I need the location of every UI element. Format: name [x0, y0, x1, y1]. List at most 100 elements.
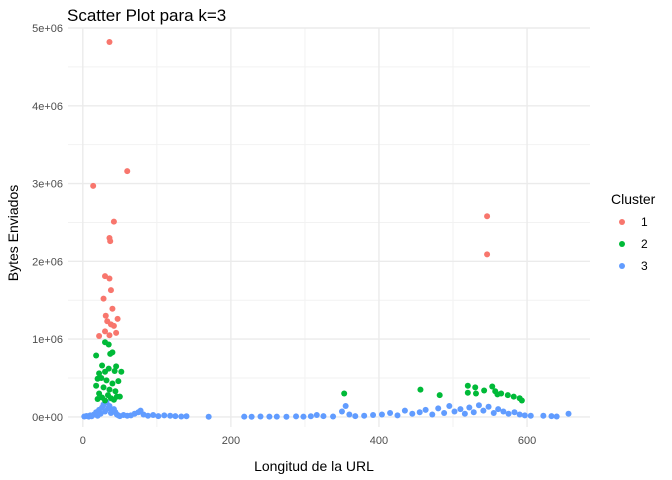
cluster-1-point: [110, 322, 117, 329]
cluster-2-point: [472, 390, 479, 397]
cluster-3-point: [97, 410, 104, 417]
cluster-2-point: [436, 392, 443, 399]
cluster-3-point: [352, 413, 359, 420]
cluster-3-point: [500, 408, 507, 415]
cluster-1-point: [102, 328, 109, 335]
cluster-2-point: [102, 397, 109, 404]
cluster-2-point: [112, 388, 119, 395]
cluster-2-point: [489, 383, 496, 390]
cluster-3-point: [441, 410, 448, 416]
cluster-1-point: [102, 312, 109, 319]
cluster-1-point: [100, 295, 107, 302]
cluster-3-point: [401, 407, 408, 414]
cluster-3-point: [521, 412, 528, 419]
cluster-3-point: [346, 411, 353, 418]
legend-entries: 1 2 3: [619, 215, 648, 273]
legend: Cluster 1 2 3: [611, 191, 656, 273]
cluster-3-point: [266, 413, 273, 420]
cluster-3-point: [516, 411, 523, 418]
cluster-1-point: [96, 333, 103, 339]
cluster-2-point: [113, 363, 120, 370]
y-axis-label: Bytes Enviados: [5, 185, 21, 282]
cluster-2-point: [107, 350, 114, 357]
chart-title: Scatter Plot para k=3: [67, 6, 226, 25]
cluster-2-point: [103, 377, 110, 384]
legend-label-2: 2: [641, 237, 648, 251]
cluster-3-point: [338, 408, 345, 415]
cluster-1-point: [484, 213, 491, 220]
cluster-1-point: [110, 218, 117, 225]
x-axis-label: Longitud de la URL: [254, 458, 374, 474]
cluster-3-point: [370, 411, 377, 418]
legend-label-3: 3: [641, 259, 648, 273]
cluster-3-point: [470, 409, 477, 416]
cluster-3-point: [435, 405, 442, 412]
cluster-2-point: [504, 392, 511, 399]
cluster-3-point: [172, 413, 179, 420]
y-tick-label: 3e+06: [32, 179, 63, 191]
cluster-2-point: [100, 384, 107, 391]
cluster-3-point: [446, 403, 453, 409]
cluster-2-point: [93, 382, 100, 389]
cluster-3-point: [183, 413, 190, 420]
cluster-3-point: [313, 411, 320, 418]
cluster-2-point: [481, 387, 488, 394]
cluster-3-point: [457, 406, 464, 413]
cluster-3-point: [451, 408, 458, 415]
cluster-2-point: [94, 396, 101, 402]
cluster-1-point: [107, 287, 114, 294]
cluster-3-point: [548, 413, 555, 420]
cluster-1-point: [114, 315, 121, 322]
cluster-2-point: [102, 368, 109, 375]
legend-title: Cluster: [611, 191, 656, 207]
cluster-3-point: [416, 409, 423, 416]
cluster-3-point: [475, 402, 482, 409]
cluster-3-point: [150, 411, 157, 418]
cluster-2-point: [111, 368, 118, 374]
legend-key-1: [619, 219, 625, 225]
x-tick-label: 0: [80, 435, 86, 447]
cluster-1-point: [124, 168, 131, 175]
cluster-3-point: [540, 412, 547, 419]
cluster-1-point: [484, 251, 491, 258]
y-tick-label: 2e+06: [32, 256, 63, 268]
cluster-3-point: [167, 412, 174, 419]
data-points: [81, 39, 572, 420]
cluster-2-point: [93, 352, 100, 359]
x-tick-label: 200: [222, 435, 240, 447]
cluster-1-point: [106, 332, 113, 339]
cluster-3-point: [283, 413, 290, 420]
legend-key-2: [619, 241, 625, 247]
cluster-3-point: [205, 413, 212, 420]
legend-label-1: 1: [641, 215, 648, 229]
cluster-3-point: [394, 412, 401, 419]
cluster-3-point: [409, 410, 416, 417]
grid-layer: [68, 27, 590, 427]
cluster-3-point: [161, 412, 168, 419]
cluster-3-point: [490, 410, 497, 416]
cluster-3-point: [466, 404, 473, 411]
cluster-3-point: [178, 413, 185, 420]
cluster-3-point: [155, 413, 162, 420]
cluster-2-point: [105, 341, 112, 348]
cluster-2-point: [96, 370, 103, 377]
cluster-1-point: [113, 329, 120, 336]
cluster-3-point: [422, 406, 429, 413]
cluster-3-point: [342, 403, 349, 409]
cluster-2-point: [115, 378, 122, 385]
x-axis-ticks: 0 200 400 600: [80, 435, 536, 447]
x-tick-label: 400: [370, 435, 388, 447]
cluster-3-point: [293, 413, 300, 420]
cluster-2-point: [417, 386, 424, 393]
cluster-2-point: [98, 375, 105, 381]
y-axis-ticks: 0e+00 1e+06 2e+06 3e+06 4e+06 5e+06: [32, 23, 63, 424]
cluster-3-point: [553, 413, 560, 420]
cluster-3-point: [505, 410, 512, 417]
cluster-3-point: [429, 411, 436, 418]
cluster-3-point: [378, 411, 385, 418]
cluster-2-point: [106, 386, 113, 393]
cluster-2-point: [118, 368, 125, 375]
cluster-3-point: [527, 412, 534, 419]
